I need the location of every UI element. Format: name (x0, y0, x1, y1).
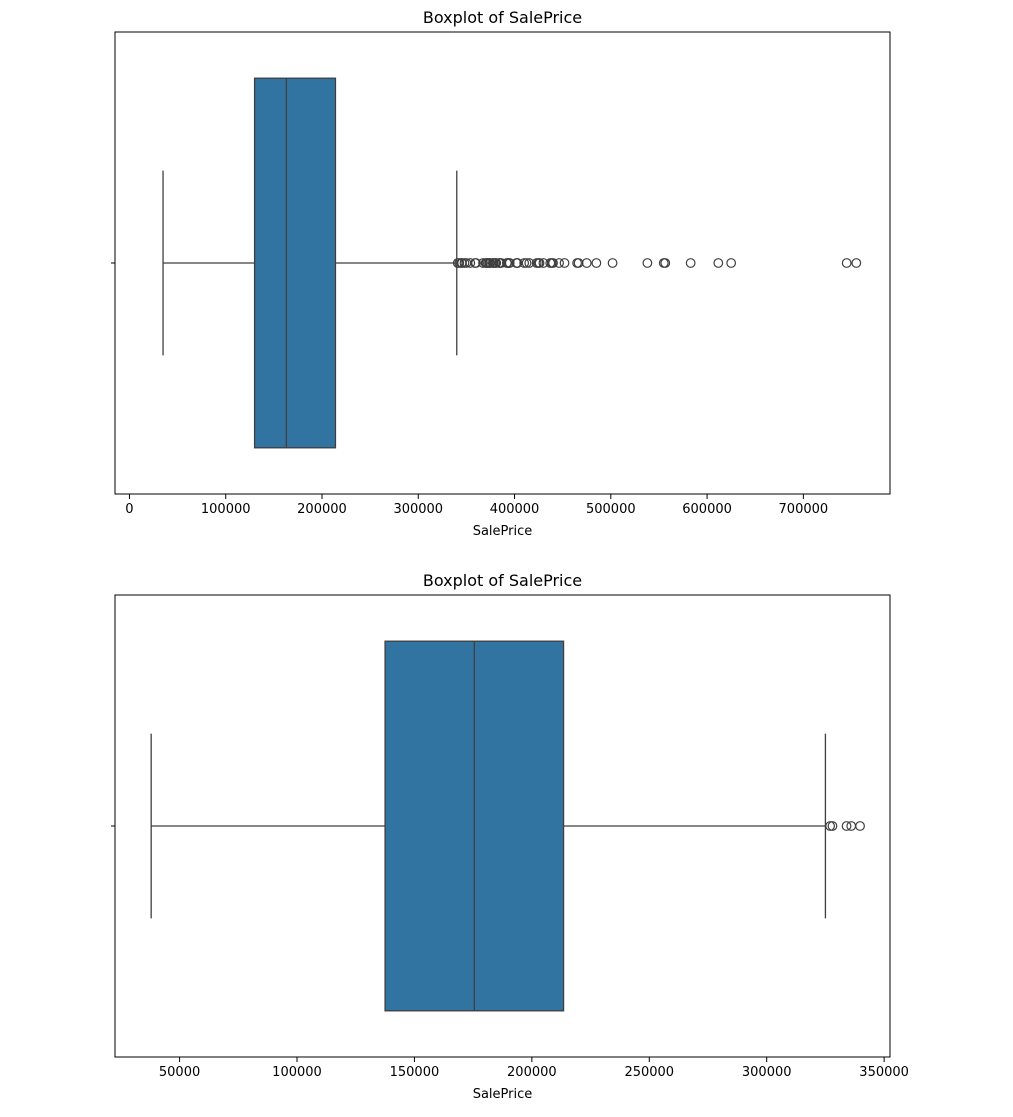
x-tick-label: 200000 (297, 502, 347, 517)
outlier-point (851, 258, 862, 268)
x-tick-label: 300000 (393, 502, 443, 517)
x-tick-label: 350000 (859, 1065, 909, 1080)
x-tick-label: 50000 (159, 1065, 200, 1080)
outlier-point (841, 821, 852, 831)
boxplot-chart-1: Boxplot of SalePrice 0 100000 200000 300000 4… (111, 8, 891, 539)
outlier-point (581, 258, 592, 268)
outlier-point (559, 258, 570, 268)
outlier-point (548, 258, 558, 268)
x-axis-label: SalePrice (473, 1087, 533, 1102)
outlier-point (491, 258, 502, 268)
outlier-point (504, 258, 515, 268)
outlier-point (685, 258, 696, 268)
outlier-point (726, 258, 737, 268)
x-tick-label: 300000 (742, 1065, 792, 1080)
x-tick-label: 500000 (586, 502, 636, 517)
boxplot-chart-2: Boxplot of SalePrice 50000 100000 150000 200… (111, 571, 909, 1102)
outlier-point (478, 258, 488, 268)
outlier-point (519, 258, 530, 268)
chart-title: Boxplot of SalePrice (423, 8, 582, 27)
x-tick-label: 400000 (490, 502, 540, 517)
outlier-point (524, 258, 535, 268)
x-tick-label: 100000 (201, 502, 251, 517)
x-tick-label: 250000 (624, 1065, 674, 1080)
x-axis-label: SalePrice (473, 524, 533, 539)
outlier-point (534, 258, 545, 268)
outlier-point (841, 258, 852, 268)
x-tick-label: 700000 (779, 502, 829, 517)
outlier-point (465, 258, 476, 268)
x-tick-label: 0 (125, 502, 133, 517)
chart-title: Boxplot of SalePrice (423, 571, 582, 590)
outlier-point (554, 258, 564, 268)
outlier-point (642, 258, 653, 268)
outlier-point (827, 821, 838, 831)
outlier-point (607, 258, 618, 268)
x-tick-label: 600000 (682, 502, 732, 517)
x-tick-label: 100000 (272, 1065, 322, 1080)
outlier-point (713, 258, 724, 268)
iqr-box (253, 77, 337, 449)
x-tick-label: 150000 (390, 1065, 440, 1080)
x-tick-label: 200000 (507, 1065, 557, 1080)
outlier-point (471, 258, 481, 268)
outlier-point (660, 258, 671, 268)
outlier-point (521, 258, 532, 268)
outlier-point (591, 258, 602, 268)
outlier-point (855, 821, 865, 831)
